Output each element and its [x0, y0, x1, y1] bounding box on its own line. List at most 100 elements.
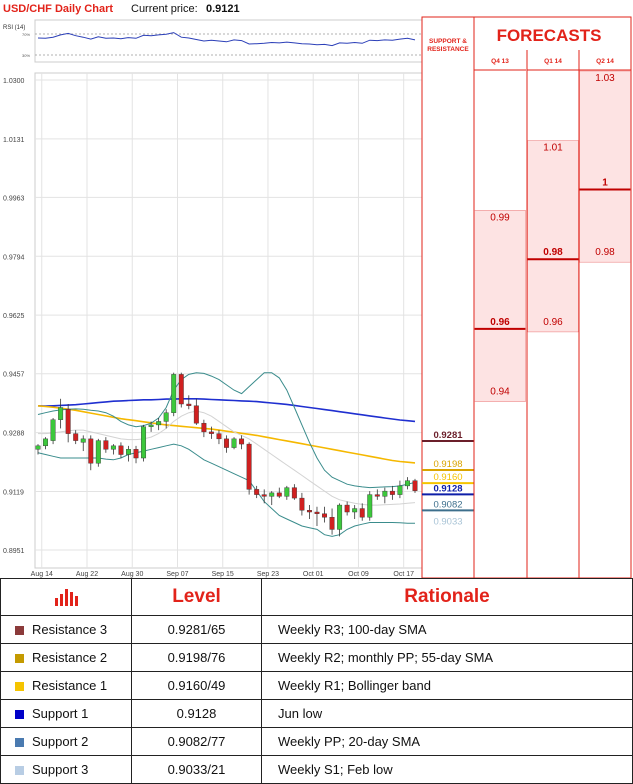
bearish-candle: [329, 517, 335, 530]
levels-table-header-level: Level: [131, 578, 262, 616]
bullish-candle: [126, 449, 131, 455]
level-name-cell: Resistance 3: [0, 615, 132, 644]
forecast-period-label: Q2 14: [596, 58, 614, 65]
level-color-swatch: [15, 626, 24, 635]
bearish-candle: [239, 438, 245, 445]
y-tick-label: 0.9119: [3, 489, 24, 496]
forecast-high-value: 1.03: [595, 73, 615, 84]
bearish-candle: [65, 409, 71, 434]
rsi-label: RSI (14): [3, 25, 25, 31]
level-value: 0.9033/21: [131, 755, 262, 784]
forecast-main-value: 0.96: [490, 317, 510, 328]
level-value: 0.9281/65: [131, 615, 262, 644]
y-tick-label: 0.9625: [3, 313, 25, 320]
forecast-high-value: 0.99: [490, 212, 510, 223]
x-tick-label: Oct 01: [303, 571, 324, 578]
level-color-swatch: [15, 654, 24, 663]
bullish-candle: [382, 490, 388, 497]
forecast-range-band: [474, 210, 526, 402]
bullish-candle: [156, 421, 162, 426]
indicator-line: [37, 372, 416, 489]
y-tick-label: 1.0131: [3, 137, 25, 144]
level-name: Support 2: [32, 734, 89, 749]
level-name: Support 3: [32, 762, 89, 777]
x-tick-label: Sep 07: [166, 571, 188, 578]
level-value: 0.9082/77: [131, 727, 262, 756]
level-rationale: Weekly R2; monthly PP; 55-day SMA: [261, 643, 633, 672]
bearish-candle: [186, 403, 192, 406]
forecast-main-value: 1: [602, 178, 608, 189]
sr-heading-line2: RESISTANCE: [427, 46, 469, 53]
bearish-candle: [299, 497, 305, 511]
bullish-candle: [171, 374, 177, 413]
x-tick-label: Aug 14: [31, 571, 53, 578]
bearish-candle: [73, 433, 79, 441]
bearish-candle: [224, 438, 229, 448]
price-panel: [34, 72, 423, 569]
forecast-range-band: [579, 70, 631, 263]
x-tick-label: Sep 23: [257, 571, 279, 578]
level-color-swatch: [15, 682, 24, 691]
levels-table: Level Rationale Resistance 3 0.9281/65 W…: [0, 578, 633, 784]
indicator-line: [37, 397, 416, 423]
y-tick-label: 0.9288: [3, 431, 25, 438]
bearish-candle: [374, 494, 380, 497]
level-rationale: Jun low: [261, 699, 633, 728]
indicator-line: [37, 405, 416, 464]
forecast-low-value: 0.98: [595, 247, 615, 258]
bearish-candle: [193, 405, 199, 424]
x-tick-label: Oct 09: [348, 571, 369, 578]
bullish-candle: [95, 440, 101, 464]
x-tick-label: Aug 22: [76, 571, 98, 578]
bearish-candle: [246, 443, 252, 490]
forecast-low-value: 0.96: [543, 317, 563, 328]
chart-title: USD/CHF Daily Chart: [3, 3, 113, 15]
forecast-period-label: Q1 14: [544, 58, 562, 65]
sr-level-value: 0.9082: [433, 499, 462, 510]
indicator-line: [37, 443, 415, 537]
table-row: Support 2 0.9082/77 Weekly PP; 20-day SM…: [0, 727, 633, 756]
level-color-swatch: [15, 738, 24, 747]
table-row: Resistance 2 0.9198/76 Weekly R2; monthl…: [0, 643, 633, 672]
level-color-swatch: [15, 766, 24, 775]
x-tick-label: Aug 30: [121, 571, 143, 578]
y-tick-label: 0.9963: [3, 195, 25, 202]
indicator-line: [38, 410, 416, 506]
bearish-candle: [118, 445, 124, 455]
bearish-candle: [178, 374, 184, 405]
sr-panel: [421, 16, 475, 578]
bearish-candle: [412, 480, 418, 491]
bearish-candle: [276, 492, 282, 497]
sr-level-value: 0.9198: [433, 459, 462, 470]
bearish-candle: [291, 487, 297, 499]
level-rationale: Weekly PP; 20-day SMA: [261, 727, 633, 756]
usdchf-chart-graphic: USD/CHF Daily Chart Current price: 0.912…: [3, 3, 632, 578]
bullish-candle: [163, 412, 169, 422]
bullish-candle: [110, 445, 116, 450]
level-name: Resistance 3: [32, 622, 108, 637]
sr-heading-line1: SUPPORT &: [429, 38, 467, 45]
level-color-swatch: [15, 710, 24, 719]
level-name: Resistance 2: [32, 650, 108, 665]
current-price-label: Current price:: [131, 3, 198, 15]
y-tick-label: 0.9794: [3, 254, 25, 261]
bullish-candle: [43, 438, 49, 447]
forecasts-title: FORECASTS: [497, 26, 602, 45]
rsi-upper-label: 70%: [22, 32, 30, 37]
bullish-candle: [367, 494, 373, 518]
levels-table-header-row: Level Rationale: [0, 578, 633, 616]
rsi-line: [37, 32, 416, 47]
forecast-period-label: Q4 13: [491, 58, 509, 65]
levels-table-header-icon-cell: [0, 578, 132, 616]
bearish-candle: [103, 440, 109, 450]
bullish-candle: [404, 480, 410, 487]
bar-chart-icon: [55, 588, 78, 606]
level-name-cell: Support 3: [0, 755, 132, 784]
level-value: 0.9198/76: [131, 643, 262, 672]
table-row: Resistance 1 0.9160/49 Weekly R1; Bollin…: [0, 671, 633, 700]
bearish-candle: [359, 508, 365, 518]
bullish-candle: [352, 508, 358, 513]
bullish-candle: [284, 487, 290, 497]
bullish-candle: [58, 407, 64, 420]
bearish-candle: [254, 489, 260, 495]
